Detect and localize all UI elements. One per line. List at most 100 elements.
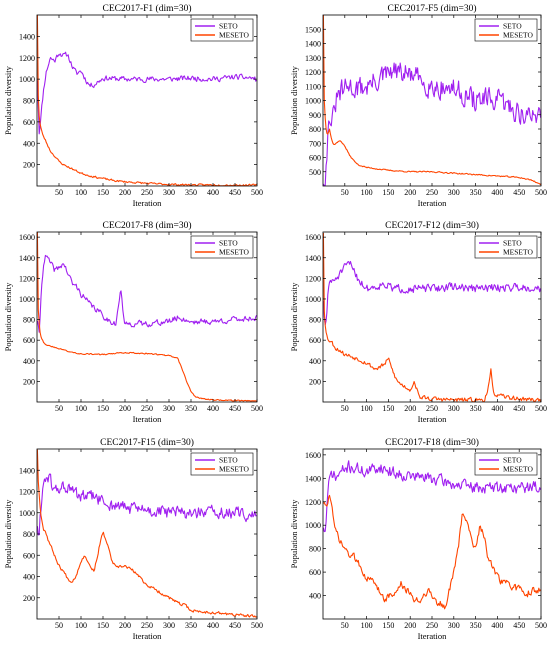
x-tick-label: 50 (341, 621, 349, 630)
x-tick-label: 250 (426, 404, 438, 413)
x-tick-label: 50 (341, 404, 349, 413)
x-tick-label: 250 (141, 621, 153, 630)
legend-label: SETO (503, 239, 522, 248)
y-tick-label: 1200 (305, 498, 321, 507)
y-tick-label: 400 (23, 573, 35, 582)
chart-panel: CEC2017-F18 (dim=30) 50 100 150 200 250 300 350… (289, 437, 547, 641)
series-line (323, 232, 541, 402)
x-tick-label: 200 (119, 188, 131, 197)
series-line (323, 260, 541, 326)
y-tick-label: 600 (23, 336, 35, 345)
x-tick-label: 500 (535, 404, 547, 413)
x-tick-label: 50 (55, 188, 63, 197)
x-tick-label: 150 (382, 188, 394, 197)
x-axis-label: Iteration (133, 414, 163, 424)
y-tick-label: 800 (309, 125, 321, 134)
y-tick-label: 1400 (305, 254, 321, 263)
y-tick-label: 1400 (305, 40, 321, 49)
series-line (37, 254, 257, 333)
x-tick-label: 450 (229, 188, 241, 197)
y-tick-label: 800 (23, 530, 35, 539)
legend-label: MESETO (503, 31, 533, 40)
series-line (323, 494, 541, 610)
x-tick-label: 150 (97, 404, 109, 413)
x-axis-label: Iteration (418, 198, 448, 208)
y-tick-label: 200 (23, 594, 35, 603)
y-tick-label: 1400 (305, 474, 321, 483)
x-tick-label: 500 (251, 188, 263, 197)
legend-label: MESETO (503, 248, 533, 257)
chart-panel: CEC2017-F8 (dim=30) 50 100 150 200 250 300 350 4… (3, 220, 263, 424)
y-tick-label: 800 (23, 316, 35, 325)
y-tick-label: 1600 (305, 451, 321, 460)
x-tick-label: 150 (382, 621, 394, 630)
x-tick-label: 450 (513, 621, 525, 630)
y-tick-label: 400 (309, 357, 321, 366)
y-tick-label: 400 (309, 592, 321, 601)
x-tick-label: 350 (185, 621, 197, 630)
x-tick-label: 400 (207, 404, 219, 413)
x-tick-label: 400 (207, 621, 219, 630)
x-tick-label: 400 (491, 188, 503, 197)
x-tick-label: 500 (251, 621, 263, 630)
y-axis-label: Population diversity (3, 65, 13, 134)
x-tick-label: 500 (535, 621, 547, 630)
x-tick-label: 400 (491, 621, 503, 630)
x-tick-label: 400 (207, 188, 219, 197)
y-tick-label: 900 (309, 111, 321, 120)
y-axis-label: Population diversity (289, 499, 299, 568)
x-tick-label: 500 (535, 188, 547, 197)
x-tick-label: 300 (163, 621, 175, 630)
y-tick-label: 500 (309, 168, 321, 177)
x-tick-label: 200 (404, 404, 416, 413)
x-tick-label: 250 (426, 188, 438, 197)
legend-label: MESETO (219, 465, 249, 474)
x-tick-label: 50 (55, 404, 63, 413)
x-tick-label: 100 (361, 188, 373, 197)
y-tick-label: 1200 (305, 68, 321, 77)
chart-title: CEC2017-F18 (dim=30) (385, 437, 479, 448)
x-tick-label: 250 (141, 404, 153, 413)
x-tick-label: 100 (75, 621, 87, 630)
y-tick-label: 1400 (19, 466, 35, 475)
x-tick-label: 200 (119, 404, 131, 413)
x-tick-label: 300 (163, 188, 175, 197)
chart-panel: CEC2017-F15 (dim=30) 50 100 150 200 250 300 350… (3, 437, 263, 641)
y-tick-label: 200 (23, 377, 35, 386)
x-axis-label: Iteration (133, 631, 163, 641)
x-tick-label: 100 (361, 621, 373, 630)
y-tick-label: 600 (309, 336, 321, 345)
x-tick-label: 100 (75, 188, 87, 197)
x-axis-label: Iteration (133, 198, 163, 208)
series-line (323, 62, 541, 186)
legend-label: MESETO (503, 465, 533, 474)
y-tick-label: 1000 (19, 509, 35, 518)
x-tick-label: 300 (448, 621, 460, 630)
y-tick-label: 1400 (19, 32, 35, 41)
y-axis-label: Population diversity (289, 282, 299, 351)
y-tick-label: 1200 (19, 274, 35, 283)
y-axis-label: Population diversity (3, 499, 13, 568)
x-tick-label: 300 (448, 404, 460, 413)
x-tick-label: 450 (513, 404, 525, 413)
y-axis-label: Population diversity (3, 282, 13, 351)
y-tick-label: 1000 (305, 521, 321, 530)
chart-panel: CEC2017-F5 (dim=30) 50 100 150 200 250 300 350 4… (289, 3, 547, 208)
y-tick-label: 1100 (305, 82, 321, 91)
legend-label: SETO (503, 22, 522, 31)
y-tick-label: 400 (23, 357, 35, 366)
y-tick-label: 800 (309, 545, 321, 554)
series-line (37, 449, 257, 618)
x-tick-label: 200 (119, 621, 131, 630)
series-line (37, 473, 257, 536)
x-tick-label: 200 (404, 188, 416, 197)
y-tick-label: 1200 (19, 54, 35, 63)
x-tick-label: 350 (470, 621, 482, 630)
series-line (323, 15, 541, 186)
